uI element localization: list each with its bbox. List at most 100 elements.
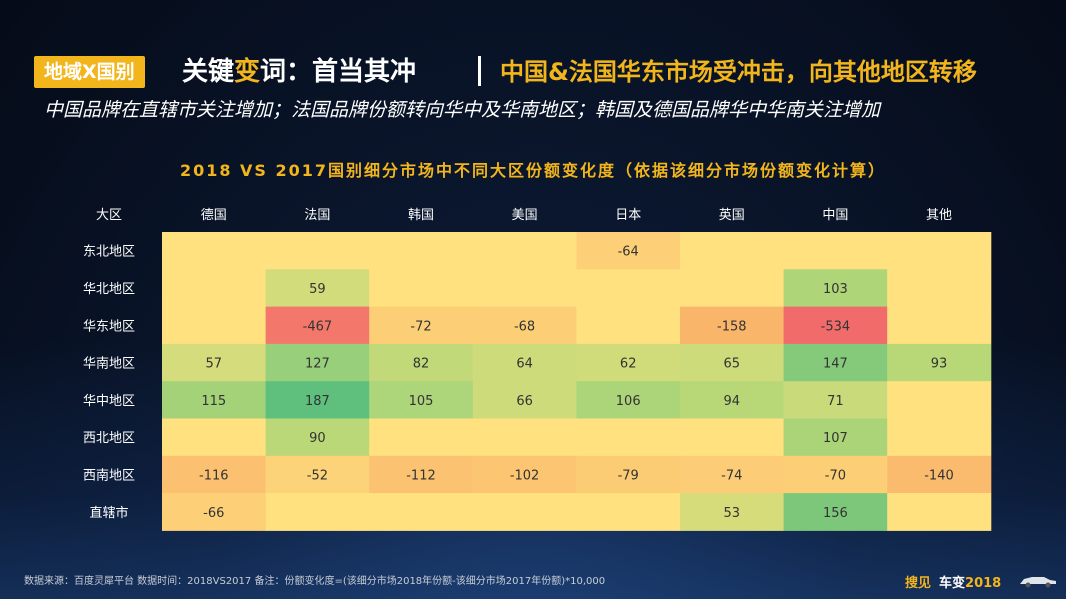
column-header: 中国 <box>822 208 848 223</box>
cell-value-label: 53 <box>724 506 741 521</box>
heatmap-cell <box>472 232 577 270</box>
heatmap-cell <box>680 418 785 457</box>
column-header: 其他 <box>926 208 952 223</box>
cell-value-label: -102 <box>510 468 540 483</box>
heatmap-cell <box>680 343 785 382</box>
cell-value-label: 156 <box>823 506 848 521</box>
cell-value-label: -112 <box>406 468 436 483</box>
heatmap-cell <box>472 493 577 531</box>
heatmap-cell <box>783 269 888 308</box>
heatmap-cell <box>265 269 370 308</box>
cell-value-label: -467 <box>303 319 333 334</box>
cell-value-label: 59 <box>309 282 326 297</box>
cell-value-label: 64 <box>516 357 533 372</box>
heatmap-cell <box>472 306 577 345</box>
cell-value-label: -70 <box>825 468 846 483</box>
heatmap-cell <box>680 381 785 419</box>
heatmap-cell <box>369 493 474 531</box>
heatmap-cell <box>680 455 785 494</box>
heatmap-cell <box>472 455 577 494</box>
cell-value-label: -158 <box>717 319 747 334</box>
heatmap-cell <box>369 455 474 494</box>
heatmap-cell <box>162 493 267 531</box>
title-prefix: 关键 <box>182 57 235 87</box>
chart-title: 2018 VS 2017国别细分市场中不同大区份额变化度（依据该细分市场份额变化… <box>179 161 887 180</box>
heatmap-cell <box>783 381 888 419</box>
heatmap-cell <box>887 306 992 345</box>
column-header: 英国 <box>719 208 745 223</box>
heatmap-cell <box>576 232 681 270</box>
heatmap-cell <box>369 381 474 419</box>
cell-value-label: 187 <box>305 394 330 409</box>
row-header: 直辖市 <box>89 505 128 521</box>
cell-value-label: 93 <box>931 357 948 372</box>
heatmap-cell <box>576 418 681 457</box>
cell-value-label: 66 <box>516 394 533 409</box>
heatmap-cell <box>783 306 888 345</box>
cell-value-label: 105 <box>409 394 434 409</box>
brand-text-3: 2018 <box>965 576 1002 591</box>
row-header: 华中地区 <box>83 394 135 409</box>
row-header: 华东地区 <box>83 319 135 334</box>
brand-text-2: 车变 <box>939 576 966 591</box>
cell-value-label: -79 <box>618 468 639 483</box>
heatmap-cell <box>265 418 370 457</box>
title-divider <box>478 56 481 86</box>
heatmap-cell <box>472 381 577 419</box>
heatmap-cell <box>576 381 681 419</box>
heatmap-cell <box>162 455 267 494</box>
cell-value-label: -66 <box>203 506 224 521</box>
row-header: 华北地区 <box>83 282 135 297</box>
cell-value-label: -140 <box>924 468 954 483</box>
cell-value-label: 65 <box>724 357 741 372</box>
heatmap-cell <box>783 455 888 494</box>
heatmap-cell <box>162 232 267 270</box>
cell-value-label: 106 <box>616 394 641 409</box>
page-title-right: 中国&法国华东市场受冲击，向其他地区转移 <box>500 58 977 86</box>
heatmap-cell <box>680 269 785 308</box>
heatmap-cell <box>887 232 992 270</box>
heatmap-cell <box>576 455 681 494</box>
heatmap-cell <box>265 455 370 494</box>
heatmap-cell <box>369 343 474 382</box>
heatmap-cell <box>265 493 370 531</box>
title-suffix: 词：首当其冲 <box>260 57 417 87</box>
cell-value-label: 147 <box>823 357 848 372</box>
footnote: 数据来源：百度灵犀平台 数据时间：2018VS2017 备注：份额变化度=(该细… <box>24 576 606 587</box>
heatmap-cell <box>576 306 681 345</box>
heatmap-cell <box>472 418 577 457</box>
cell-value-label: 103 <box>823 282 848 297</box>
column-header: 美国 <box>512 208 538 223</box>
heatmap-cell <box>369 269 474 308</box>
cell-value-label: 62 <box>620 357 637 372</box>
heatmap-cell <box>887 381 992 419</box>
heatmap-cell <box>680 306 785 345</box>
heatmap-cell <box>576 493 681 531</box>
title-highlight: 变 <box>234 57 261 87</box>
row-header: 西北地区 <box>83 431 135 446</box>
heatmap-cell <box>265 232 370 270</box>
heatmap-cell <box>162 269 267 308</box>
cell-value-label: 94 <box>724 394 741 409</box>
brand-text-1: 搜见 <box>905 576 932 591</box>
column-header: 日本 <box>615 208 641 223</box>
cell-value-label: -64 <box>618 245 639 260</box>
cell-value-label: -74 <box>721 468 742 483</box>
cell-value-label: 115 <box>201 394 226 409</box>
cell-value-label: 57 <box>206 357 223 372</box>
heatmap-cell <box>265 381 370 419</box>
cell-value-label: 107 <box>823 431 848 446</box>
page-subtitle: 中国品牌在直辖市关注增加；法国品牌份额转向华中及华南地区；韩国及德国品牌华中华南… <box>44 99 881 121</box>
section-tag: 地域X国别 <box>34 56 145 88</box>
page-title: 关键变词：首当其冲 <box>182 52 416 92</box>
row-header: 西南地区 <box>83 467 135 483</box>
heatmap-cell <box>887 455 992 494</box>
row-header: 华南地区 <box>83 356 135 372</box>
cell-value-label: -72 <box>410 319 431 334</box>
cell-value-label: -68 <box>514 319 535 334</box>
heatmap-cell <box>369 232 474 270</box>
heatmap-cell <box>162 343 267 382</box>
heatmap-cell <box>472 343 577 382</box>
heatmap-cell <box>265 306 370 345</box>
